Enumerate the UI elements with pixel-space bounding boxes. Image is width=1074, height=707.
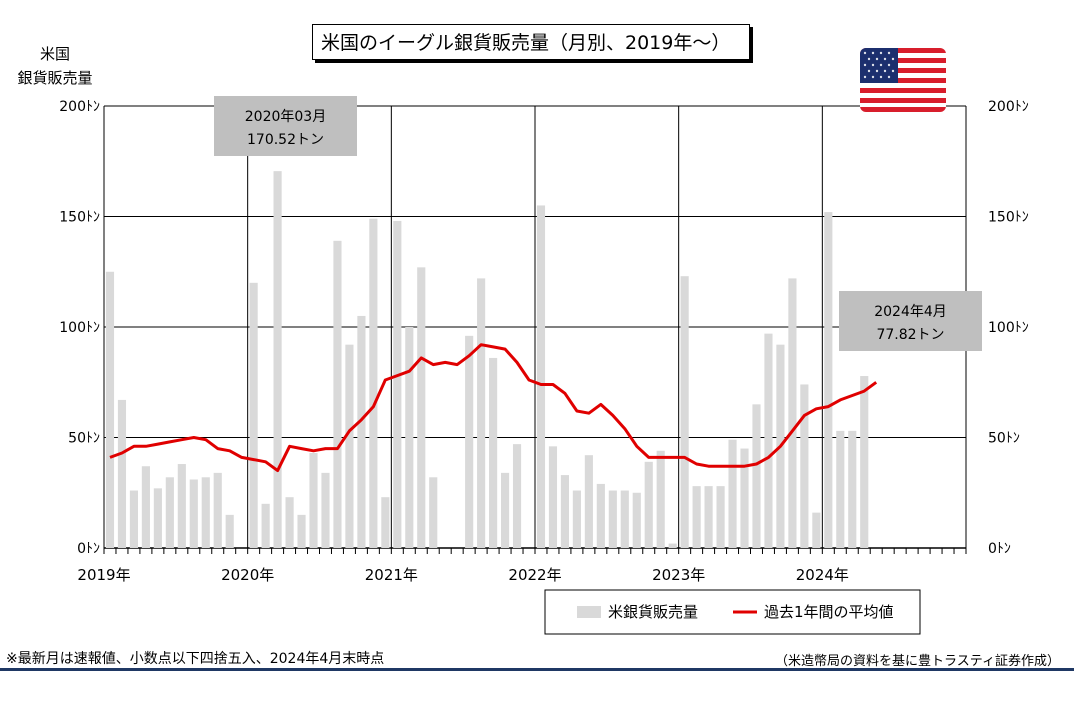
bar-monthly-sales	[536, 205, 546, 548]
bar-monthly-sales	[644, 461, 653, 548]
bar-monthly-sales	[704, 486, 713, 548]
bar-monthly-sales	[860, 376, 869, 548]
callout-box	[214, 96, 357, 156]
bar-monthly-sales	[129, 490, 139, 548]
bar-monthly-sales	[500, 472, 510, 548]
callout-label-date: 2020年03月	[245, 109, 326, 125]
bar-monthly-sales	[357, 315, 366, 548]
bar-monthly-sales	[189, 479, 198, 548]
bar-monthly-sales	[225, 514, 234, 548]
bar-monthly-sales	[836, 430, 845, 548]
callout-label-value: 170.52トン	[247, 132, 324, 148]
y-axis-title-line1: 米国	[39, 45, 70, 63]
bar-monthly-sales	[309, 452, 318, 548]
bar-monthly-sales	[273, 171, 282, 548]
x-tick-label: 2019年	[77, 566, 130, 584]
bar-monthly-sales	[297, 514, 306, 548]
bar-monthly-sales	[548, 446, 558, 548]
bar-monthly-sales	[465, 335, 474, 548]
legend-label-line: 過去1年間の平均値	[764, 603, 894, 621]
bar-monthly-sales	[141, 466, 150, 548]
bottom-divider	[0, 668, 1074, 671]
y-tick-label-right: 150ﾄﾝ	[988, 210, 1029, 226]
bar-monthly-sales	[764, 333, 773, 548]
bar-monthly-sales	[405, 327, 414, 548]
y-tick-label-right: 0ﾄﾝ	[988, 541, 1011, 557]
bar-monthly-sales	[620, 490, 629, 548]
bar-monthly-sales	[393, 220, 402, 549]
bar-monthly-sales	[369, 218, 378, 548]
bar-monthly-sales	[596, 483, 605, 548]
bar-monthly-sales	[333, 240, 342, 548]
bar-monthly-sales	[489, 357, 498, 548]
bar-monthly-sales	[728, 439, 737, 548]
bar-monthly-sales	[680, 276, 689, 548]
bar-monthly-sales	[560, 475, 570, 548]
bar-monthly-sales	[632, 492, 641, 548]
bar-monthly-sales	[608, 490, 617, 548]
legend-box	[544, 589, 921, 635]
bar-monthly-sales	[285, 497, 294, 548]
bar-monthly-sales	[668, 543, 677, 548]
us-flag-icon	[860, 48, 946, 112]
callout-box	[839, 291, 982, 351]
chart-title: 米国のイーグル銀貨販売量（月別、2019年～）	[312, 24, 750, 60]
bar-monthly-sales	[716, 486, 725, 548]
bar-monthly-sales	[788, 278, 797, 548]
bar-monthly-sales	[584, 455, 593, 548]
bar-monthly-sales	[201, 477, 210, 548]
bar-monthly-sales	[345, 344, 354, 548]
bar-monthly-sales	[848, 430, 857, 548]
bar-monthly-sales	[800, 384, 809, 548]
source-note: （米造幣局の資料を基に豊トラスティ証券作成）	[775, 654, 1060, 669]
y-tick-label-left: 0ﾄﾝ	[77, 541, 100, 557]
y-axis-title-line2: 銀貨販売量	[17, 69, 93, 87]
bar-monthly-sales	[477, 278, 486, 548]
legend-swatch-bar	[577, 606, 601, 618]
legend-label-bar: 米銀貨販売量	[608, 603, 698, 621]
bar-monthly-sales	[824, 212, 833, 548]
bar-monthly-sales	[321, 472, 330, 548]
bar-monthly-sales	[249, 282, 258, 548]
bar-monthly-sales	[512, 444, 522, 548]
x-tick-label: 2020年	[221, 566, 274, 584]
callout-label-date: 2024年4月	[874, 304, 947, 320]
bar-monthly-sales	[740, 448, 749, 548]
bar-monthly-sales	[429, 477, 438, 548]
y-tick-label-left: 200ﾄﾝ	[59, 99, 100, 115]
y-tick-label-right: 50ﾄﾝ	[988, 431, 1020, 447]
x-tick-label: 2022年	[508, 566, 561, 584]
y-tick-label-left: 50ﾄﾝ	[68, 431, 100, 447]
x-tick-label: 2024年	[796, 566, 849, 584]
bar-monthly-sales	[381, 497, 390, 548]
bar-monthly-sales	[105, 271, 115, 548]
bar-monthly-sales	[417, 267, 426, 548]
bar-monthly-sales	[153, 488, 162, 548]
x-tick-label: 2023年	[652, 566, 705, 584]
bar-monthly-sales	[165, 477, 174, 548]
bar-monthly-sales	[692, 486, 701, 548]
y-tick-label-right: 200ﾄﾝ	[988, 99, 1029, 115]
footnote: ※最新月は速報値、小数点以下四捨五入、2024年4月末時点	[6, 651, 385, 667]
y-tick-label-left: 100ﾄﾝ	[59, 320, 100, 336]
y-axis-title: 米国 銀貨販売量	[10, 42, 100, 90]
bar-monthly-sales	[812, 512, 821, 548]
bar-monthly-sales	[752, 404, 761, 548]
bar-monthly-sales	[261, 503, 270, 548]
bar-monthly-sales	[117, 399, 127, 548]
callout-label-value: 77.82トン	[876, 327, 944, 343]
x-tick-label: 2021年	[365, 566, 418, 584]
y-tick-label-left: 150ﾄﾝ	[59, 210, 100, 226]
line-12m-average	[109, 343, 878, 473]
bar-monthly-sales	[213, 472, 222, 548]
bar-monthly-sales	[656, 450, 665, 548]
bar-monthly-sales	[572, 490, 581, 548]
y-tick-label-right: 100ﾄﾝ	[988, 320, 1029, 336]
bar-monthly-sales	[177, 464, 186, 548]
